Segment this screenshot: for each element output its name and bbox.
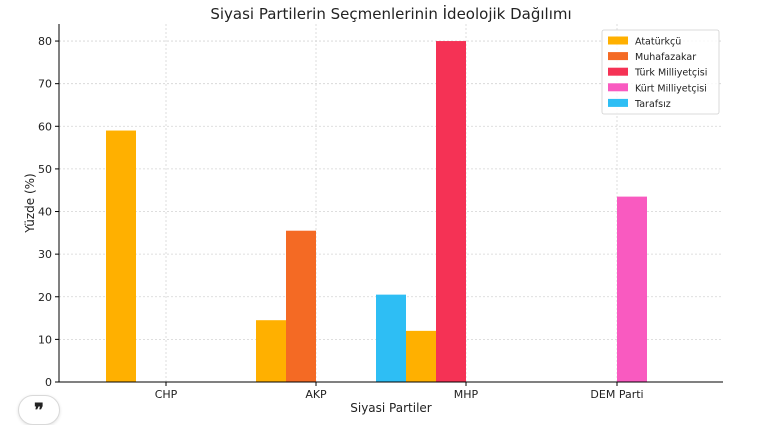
y-tick-label: 40 bbox=[38, 206, 52, 219]
y-tick-label: 80 bbox=[38, 35, 52, 48]
legend-box bbox=[601, 29, 720, 115]
x-tick-label: DEM Parti bbox=[590, 388, 643, 401]
bar bbox=[436, 41, 466, 383]
legend-label: Kürt Milliyetçisi bbox=[635, 83, 707, 94]
x-tick-label: AKP bbox=[305, 388, 327, 401]
x-tick-label: CHP bbox=[155, 388, 178, 401]
y-tick-label: 20 bbox=[38, 291, 52, 304]
x-axis-label: Siyasi Partiler bbox=[350, 401, 432, 415]
bar bbox=[376, 294, 406, 382]
bar bbox=[256, 320, 286, 382]
bar bbox=[617, 196, 647, 382]
y-tick-label: 50 bbox=[38, 163, 52, 176]
y-tick-label: 0 bbox=[45, 376, 52, 389]
legend-label: Tarafsız bbox=[634, 99, 671, 110]
y-tick-label: 70 bbox=[38, 78, 52, 91]
legend-label: Muhafazakar bbox=[635, 52, 696, 63]
y-tick-label: 60 bbox=[38, 120, 52, 133]
chart-title: Siyasi Partilerin Seçmenlerinin İdeoloji… bbox=[210, 4, 571, 23]
bar bbox=[406, 330, 436, 382]
legend-label: Atatürkçü bbox=[635, 37, 681, 48]
bar bbox=[286, 230, 316, 382]
legend-swatch bbox=[608, 67, 628, 76]
x-tick-label: MHP bbox=[454, 388, 479, 401]
y-tick-label: 30 bbox=[38, 248, 52, 261]
bar bbox=[106, 130, 136, 382]
legend-swatch bbox=[608, 98, 628, 107]
y-axis-label: Yüzde (%) bbox=[23, 173, 37, 233]
legend-label: Türk Milliyetçisi bbox=[634, 68, 707, 79]
y-tick-label: 10 bbox=[38, 333, 52, 346]
legend-swatch bbox=[608, 83, 628, 92]
legend-swatch bbox=[608, 52, 628, 61]
quote-button[interactable]: ❞ bbox=[18, 395, 60, 425]
quote-icon: ❞ bbox=[34, 399, 44, 421]
legend-swatch bbox=[608, 36, 628, 45]
